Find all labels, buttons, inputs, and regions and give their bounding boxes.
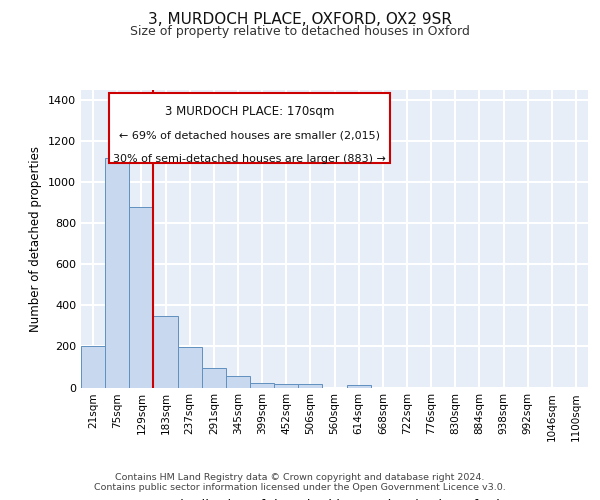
Bar <box>347 386 371 388</box>
Bar <box>202 368 226 388</box>
Text: Contains public sector information licensed under the Open Government Licence v3: Contains public sector information licen… <box>94 482 506 492</box>
Text: 3, MURDOCH PLACE, OXFORD, OX2 9SR: 3, MURDOCH PLACE, OXFORD, OX2 9SR <box>148 12 452 28</box>
Bar <box>105 158 129 388</box>
Bar <box>298 384 322 388</box>
Bar <box>129 207 154 388</box>
Text: Size of property relative to detached houses in Oxford: Size of property relative to detached ho… <box>130 25 470 38</box>
Bar <box>250 384 274 388</box>
Y-axis label: Number of detached properties: Number of detached properties <box>29 146 43 332</box>
Bar <box>178 348 202 388</box>
Text: 30% of semi-detached houses are larger (883) →: 30% of semi-detached houses are larger (… <box>113 154 386 164</box>
Text: ← 69% of detached houses are smaller (2,015): ← 69% of detached houses are smaller (2,… <box>119 130 380 140</box>
Bar <box>81 346 105 388</box>
Bar <box>226 376 250 388</box>
Bar <box>154 316 178 388</box>
FancyBboxPatch shape <box>109 93 390 163</box>
Text: Contains HM Land Registry data © Crown copyright and database right 2024.: Contains HM Land Registry data © Crown c… <box>115 472 485 482</box>
Bar <box>274 384 298 388</box>
Text: 3 MURDOCH PLACE: 170sqm: 3 MURDOCH PLACE: 170sqm <box>165 105 334 118</box>
